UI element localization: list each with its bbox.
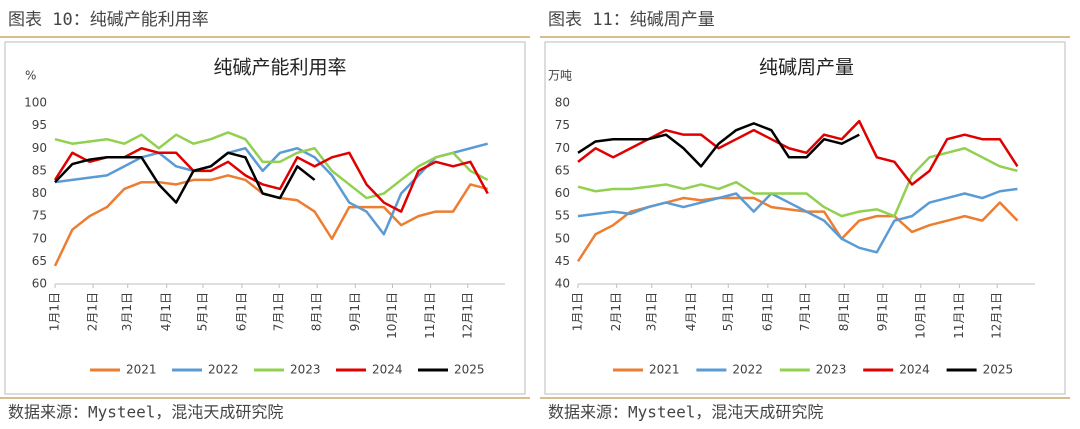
series-line xyxy=(577,122,860,168)
source: 数据来源：Mysteel，混沌天成研究院 xyxy=(548,403,823,422)
y-tick-label: 40 xyxy=(555,277,570,291)
y-axis-label: 万吨 xyxy=(548,69,572,83)
x-tick-label: 1月1日 xyxy=(571,292,585,331)
y-tick-label: 80 xyxy=(555,96,570,110)
x-tick-label: 11月1日 xyxy=(423,292,437,339)
x-tick-label: 9月1日 xyxy=(875,292,889,331)
series-line xyxy=(54,131,489,200)
chart-title: 纯碱周产量 xyxy=(759,57,854,79)
x-tick-label: 10月1日 xyxy=(385,292,399,339)
y-tick-label: 50 xyxy=(555,231,570,245)
x-tick-label: 2月1日 xyxy=(609,292,623,331)
legend-label: 2024 xyxy=(372,363,403,377)
y-tick-label: 55 xyxy=(555,209,570,223)
x-tick-label: 5月1日 xyxy=(195,292,209,331)
legend-label: 2023 xyxy=(816,363,847,377)
x-tick-label: 2月1日 xyxy=(86,292,100,331)
x-tick-label: 3月1日 xyxy=(120,292,134,331)
y-tick-label: 100 xyxy=(24,96,47,110)
legend-label: 2022 xyxy=(208,363,239,377)
y-tick-label: 75 xyxy=(555,118,570,132)
y-tick-label: 90 xyxy=(32,141,47,155)
x-tick-label: 6月1日 xyxy=(234,292,248,331)
y-tick-label: 85 xyxy=(32,163,47,177)
x-tick-label: 3月1日 xyxy=(644,292,658,331)
x-tick-label: 5月1日 xyxy=(721,292,735,331)
series-line xyxy=(54,151,316,204)
legend-label: 2021 xyxy=(126,363,157,377)
x-tick-label: 12月1日 xyxy=(990,292,1004,339)
legend-label: 2025 xyxy=(983,363,1014,377)
x-tick-label: 6月1日 xyxy=(760,292,774,331)
y-tick-label: 45 xyxy=(555,254,570,268)
y-tick-label: 70 xyxy=(555,141,570,155)
panel-header: 图表 10：纯碱产能利用率 xyxy=(8,10,209,30)
y-tick-label: 80 xyxy=(32,186,47,200)
series-line xyxy=(53,147,489,213)
x-tick-label: 8月1日 xyxy=(310,292,324,331)
series-line xyxy=(577,187,1018,254)
legend-label: 2025 xyxy=(454,363,485,377)
y-axis-label: % xyxy=(25,69,36,83)
x-tick-label: 8月1日 xyxy=(837,292,851,331)
y-tick-label: 95 xyxy=(32,118,47,132)
x-tick-label: 7月1日 xyxy=(272,292,286,331)
chart-frame xyxy=(544,41,1066,395)
y-tick-label: 60 xyxy=(32,277,47,291)
x-tick-label: 11月1日 xyxy=(952,292,966,339)
panel-header: 图表 11：纯碱周产量 xyxy=(548,10,715,30)
y-tick-label: 75 xyxy=(32,209,47,223)
legend-label: 2021 xyxy=(649,363,680,377)
x-tick-label: 9月1日 xyxy=(348,292,362,331)
legend-label: 2024 xyxy=(899,363,930,377)
y-tick-label: 60 xyxy=(555,186,570,200)
legend-label: 2023 xyxy=(290,363,321,377)
series-line xyxy=(53,174,489,267)
source: 数据来源：Mysteel，混沌天成研究院 xyxy=(8,403,283,422)
x-tick-label: 1月1日 xyxy=(48,292,62,331)
x-tick-label: 4月1日 xyxy=(684,292,698,331)
chart-frame xyxy=(4,41,526,395)
x-tick-label: 12月1日 xyxy=(460,292,474,339)
chart-title: 纯碱产能利用率 xyxy=(213,57,346,79)
y-tick-label: 65 xyxy=(555,163,570,177)
y-tick-label: 70 xyxy=(32,231,47,245)
x-tick-label: 7月1日 xyxy=(798,292,812,331)
series-line xyxy=(577,147,1018,218)
legend-label: 2022 xyxy=(732,363,763,377)
x-tick-label: 10月1日 xyxy=(913,292,927,339)
y-tick-label: 65 xyxy=(32,254,47,268)
x-tick-label: 4月1日 xyxy=(159,292,173,331)
